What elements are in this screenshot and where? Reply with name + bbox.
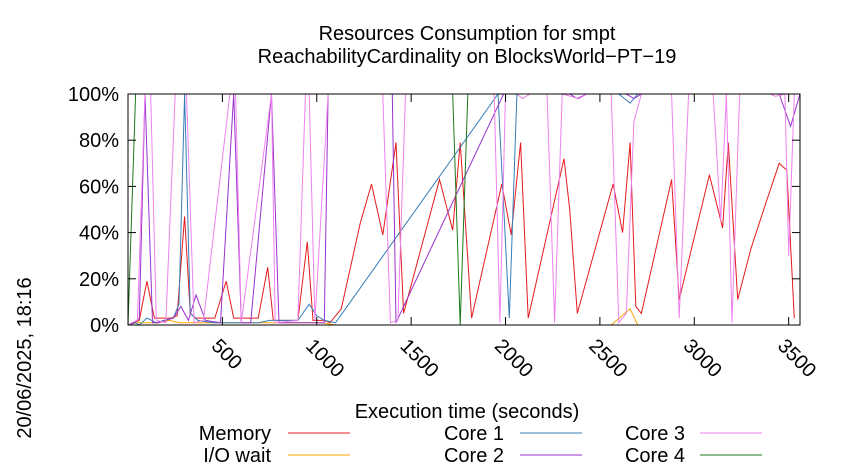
series-line-core-4	[128, 93, 800, 326]
x-tick-label: 500	[207, 335, 246, 374]
legend-label-core-3: Core 3	[625, 423, 685, 445]
y-tick-label: 0%	[90, 315, 119, 337]
x-tick-label: 2000	[490, 335, 537, 382]
chart-title: Resources Consumption for smpt	[319, 23, 616, 45]
series-line-memory	[128, 142, 795, 326]
x-tick-label: 2500	[584, 335, 631, 382]
legend-label-memory: Memory	[199, 423, 271, 445]
side-timestamp: 20/06/2025, 18:16	[14, 277, 36, 438]
legend-label-core-2: Core 2	[444, 445, 504, 467]
x-tick-label: 3500	[773, 335, 820, 382]
chart-subtitle: ReachabilityCardinality on BlocksWorld−P…	[258, 46, 677, 68]
x-tick-label: 1000	[301, 335, 348, 382]
plot-area: 0% 20% 40% 60% 80% 100% 500 1000 1500 2000 2500 300…	[68, 84, 820, 382]
x-tick-label: 3000	[679, 335, 726, 382]
x-tick-label: 1500	[396, 335, 443, 382]
legend-label-core-1: Core 1	[444, 423, 504, 445]
y-tick-label: 80%	[79, 130, 119, 152]
y-tick-label: 60%	[79, 176, 119, 198]
y-tick-label: 20%	[79, 269, 119, 291]
legend-label-i-o-wait: I/O wait	[203, 445, 271, 467]
series-lines	[128, 93, 800, 326]
y-tick-label: 100%	[68, 84, 119, 106]
plot-frame	[127, 93, 801, 326]
x-axis-label: Execution time (seconds)	[355, 401, 580, 423]
series-line-core-3	[128, 93, 800, 326]
y-tick-label: 40%	[79, 223, 119, 245]
legend-label-core-4: Core 4	[625, 445, 685, 467]
